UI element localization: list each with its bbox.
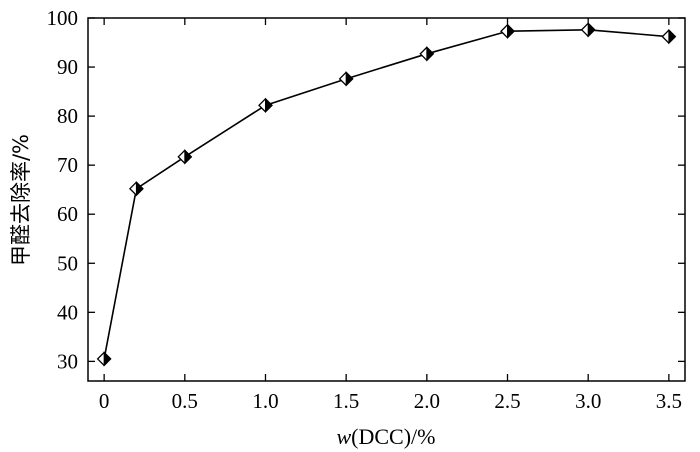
y-tick-label: 80 [57,104,78,128]
data-point [128,181,144,197]
data-point [419,46,435,62]
x-tick-label: 2.0 [414,389,440,413]
series-line [103,28,669,360]
y-tick-label: 90 [57,55,78,79]
marker-half-fill [345,71,354,87]
data-point [661,28,677,45]
series-layer [96,22,677,367]
marker-half-fill [103,351,112,367]
marker-half-fill [135,181,144,197]
y-axis-label: 甲醛去除率/% [9,134,33,266]
data-point [338,71,354,87]
marker-half-fill [264,97,273,114]
marker-half-fill [668,28,677,45]
marker-half-fill [507,23,515,39]
x-tick-label: 2.5 [494,389,520,413]
data-point [258,97,273,114]
data-point [96,351,112,367]
x-tick-label: 3.5 [656,389,682,413]
data-point [580,22,596,38]
y-tick-label: 50 [57,251,78,275]
marker-half-fill [426,46,435,62]
x-tick-label: 0.5 [172,389,198,413]
y-tick-label: 100 [47,6,79,30]
data-point [500,23,515,39]
y-tick-label: 40 [57,300,78,324]
y-tick-label: 60 [57,202,78,226]
y-tick-label: 70 [57,153,78,177]
x-axis-label: w(DCC)/% [336,424,435,449]
marker-half-fill [587,22,596,38]
plot-frame [87,17,686,382]
x-tick-label: 1.5 [333,389,359,413]
y-tick-label: 30 [57,349,78,373]
data-point [177,149,193,165]
x-tick-label: 3.0 [575,389,601,413]
ticks-layer: 0 0.5 1.0 1.5 2.0 2.5 3.0 3.5 30 40 50 60 70 80 90 100 [47,6,685,413]
marker-half-fill [184,149,193,165]
x-tick-label: 0 [99,389,110,413]
x-tick-label: 1.0 [252,389,278,413]
